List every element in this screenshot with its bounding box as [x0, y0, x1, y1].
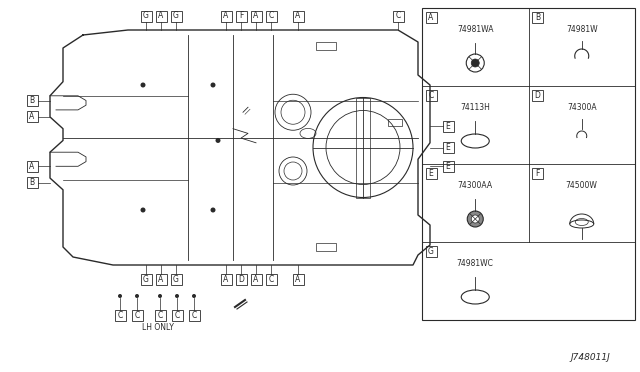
Text: A: A [428, 13, 434, 22]
Text: G: G [428, 247, 434, 256]
Text: A: A [296, 12, 301, 20]
Text: 74113H: 74113H [460, 103, 490, 112]
Text: B: B [29, 96, 35, 105]
Circle shape [135, 294, 139, 298]
Text: A: A [253, 275, 259, 283]
Text: D: D [238, 275, 244, 283]
Text: C: C [268, 12, 274, 20]
Text: A: A [223, 275, 228, 283]
Bar [392, 10, 403, 22]
Text: C: C [174, 311, 180, 320]
Text: E: E [429, 169, 433, 177]
Bar [236, 10, 246, 22]
Text: A: A [29, 162, 35, 171]
Text: G: G [173, 275, 179, 283]
Circle shape [216, 138, 221, 143]
Text: C: C [396, 12, 401, 20]
Bar [292, 10, 303, 22]
Text: C: C [134, 311, 140, 320]
Circle shape [211, 208, 216, 212]
Text: A: A [253, 12, 259, 20]
Bar [172, 310, 182, 321]
Bar [26, 161, 38, 172]
Text: A: A [296, 275, 301, 283]
Bar [170, 273, 182, 285]
Bar [442, 161, 454, 172]
Bar [442, 121, 454, 132]
Bar [316, 42, 336, 50]
Text: 74300AA: 74300AA [458, 182, 493, 190]
Circle shape [467, 211, 483, 227]
Bar [26, 177, 38, 188]
Bar [426, 90, 436, 100]
Circle shape [211, 83, 216, 87]
Text: C: C [268, 275, 274, 283]
Bar [26, 95, 38, 106]
Text: J748011J: J748011J [570, 353, 610, 362]
Text: D: D [534, 90, 540, 99]
Text: A: A [223, 12, 228, 20]
Text: A: A [29, 112, 35, 121]
Bar [532, 167, 543, 179]
Text: LH ONLY: LH ONLY [141, 324, 173, 333]
Text: G: G [143, 275, 149, 283]
Bar [266, 10, 276, 22]
Text: C: C [191, 311, 196, 320]
Bar [221, 273, 232, 285]
Bar [356, 97, 370, 198]
Text: E: E [445, 122, 451, 131]
Text: 74300A: 74300A [567, 103, 596, 112]
Bar [115, 310, 125, 321]
Circle shape [175, 294, 179, 298]
Bar [236, 273, 246, 285]
Bar [250, 10, 262, 22]
Bar [292, 273, 303, 285]
Text: C: C [157, 311, 163, 320]
Bar [426, 12, 436, 22]
Bar [532, 90, 543, 100]
Bar [250, 273, 262, 285]
Bar [221, 10, 232, 22]
Bar [266, 273, 276, 285]
Bar [141, 10, 152, 22]
Bar [131, 310, 143, 321]
Bar [532, 12, 543, 22]
Text: A: A [158, 275, 164, 283]
Text: 74500W: 74500W [566, 182, 598, 190]
Text: B: B [29, 178, 35, 187]
Bar [26, 112, 38, 122]
Bar [189, 310, 200, 321]
Circle shape [141, 83, 145, 87]
Text: B: B [535, 13, 540, 22]
Circle shape [471, 59, 479, 67]
Text: 74981W: 74981W [566, 26, 598, 35]
Text: F: F [239, 12, 243, 20]
Text: G: G [173, 12, 179, 20]
Circle shape [192, 294, 196, 298]
Text: 74981WC: 74981WC [457, 260, 493, 269]
Text: A: A [158, 12, 164, 20]
Circle shape [141, 208, 145, 212]
Bar [156, 273, 166, 285]
Bar [442, 142, 454, 153]
Circle shape [118, 294, 122, 298]
Text: E: E [445, 143, 451, 152]
Text: F: F [535, 169, 540, 177]
Bar [156, 10, 166, 22]
Bar [426, 167, 436, 179]
Bar [170, 10, 182, 22]
Circle shape [471, 215, 479, 223]
Bar [316, 243, 336, 251]
Text: C: C [117, 311, 123, 320]
Text: C: C [428, 90, 434, 99]
Text: E: E [445, 162, 451, 171]
Text: 74981WA: 74981WA [457, 26, 493, 35]
Circle shape [158, 294, 162, 298]
Bar [426, 246, 436, 257]
Text: G: G [143, 12, 149, 20]
Bar [388, 119, 402, 126]
Bar [422, 8, 635, 320]
Bar [154, 310, 166, 321]
Bar [141, 273, 152, 285]
